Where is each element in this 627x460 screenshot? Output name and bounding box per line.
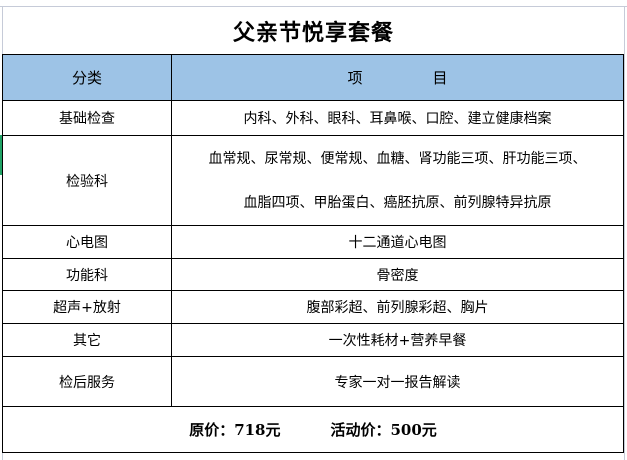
row-category: 功能科	[2, 258, 172, 291]
row-items: 十二通道心电图	[171, 225, 624, 259]
row-category: 超声+放射	[2, 290, 172, 324]
table-row: 心电图 十二通道心电图	[2, 225, 624, 259]
row-items-line: 血常规、尿常规、便常规、血糖、肾功能三项、肝功能三项、	[208, 150, 587, 167]
row-items: 一次性耗材+营养早餐	[171, 323, 624, 357]
table-row: 基础检查 内科、外科、眼科、耳鼻喉、口腔、建立健康档案	[2, 100, 624, 136]
cell-selection-indicator	[0, 135, 2, 175]
table-header: 分类 项目	[2, 54, 624, 101]
row-category: 其它	[2, 323, 172, 357]
row-category: 心电图	[2, 225, 172, 259]
row-category: 基础检查	[2, 100, 172, 136]
row-items-line: 血脂四项、甲胎蛋白、癌胚抗原、前列腺特异抗原	[243, 194, 552, 211]
sheet-gridline	[624, 6, 625, 460]
row-items: 专家一对一报告解读	[171, 356, 624, 407]
original-price: 原价：718元	[189, 421, 281, 439]
table-row: 其它 一次性耗材+营养早餐	[2, 323, 624, 357]
package-table: 分类 项目 基础检查 内科、外科、眼科、耳鼻喉、口腔、建立健康档案 检验科 血常…	[2, 54, 624, 453]
row-category: 检验科	[2, 135, 172, 226]
row-items: 内科、外科、眼科、耳鼻喉、口腔、建立健康档案	[171, 100, 624, 136]
header-items: 项目	[171, 54, 624, 101]
sale-price: 活动价：500元	[330, 421, 437, 439]
row-items: 腹部彩超、前列腺彩超、胸片	[171, 290, 624, 324]
header-items-a: 项	[347, 69, 363, 87]
row-items: 血常规、尿常规、便常规、血糖、肾功能三项、肝功能三项、 血脂四项、甲胎蛋白、癌胚…	[171, 135, 624, 226]
header-items-b: 目	[432, 69, 448, 87]
price-cell: 原价：718元 活动价：500元	[2, 406, 624, 453]
table-row: 超声+放射 腹部彩超、前列腺彩超、胸片	[2, 290, 624, 324]
row-items: 骨密度	[171, 258, 624, 291]
table-row: 检验科 血常规、尿常规、便常规、血糖、肾功能三项、肝功能三项、 血脂四项、甲胎蛋…	[2, 135, 624, 226]
sheet-gridline	[0, 6, 627, 7]
page-title: 父亲节悦享套餐	[232, 19, 394, 46]
header-category: 分类	[2, 54, 172, 101]
table-row: 检后服务 专家一对一报告解读	[2, 356, 624, 407]
price-row: 原价：718元 活动价：500元	[2, 406, 624, 453]
row-category: 检后服务	[2, 356, 172, 407]
table-row: 功能科 骨密度	[2, 258, 624, 291]
